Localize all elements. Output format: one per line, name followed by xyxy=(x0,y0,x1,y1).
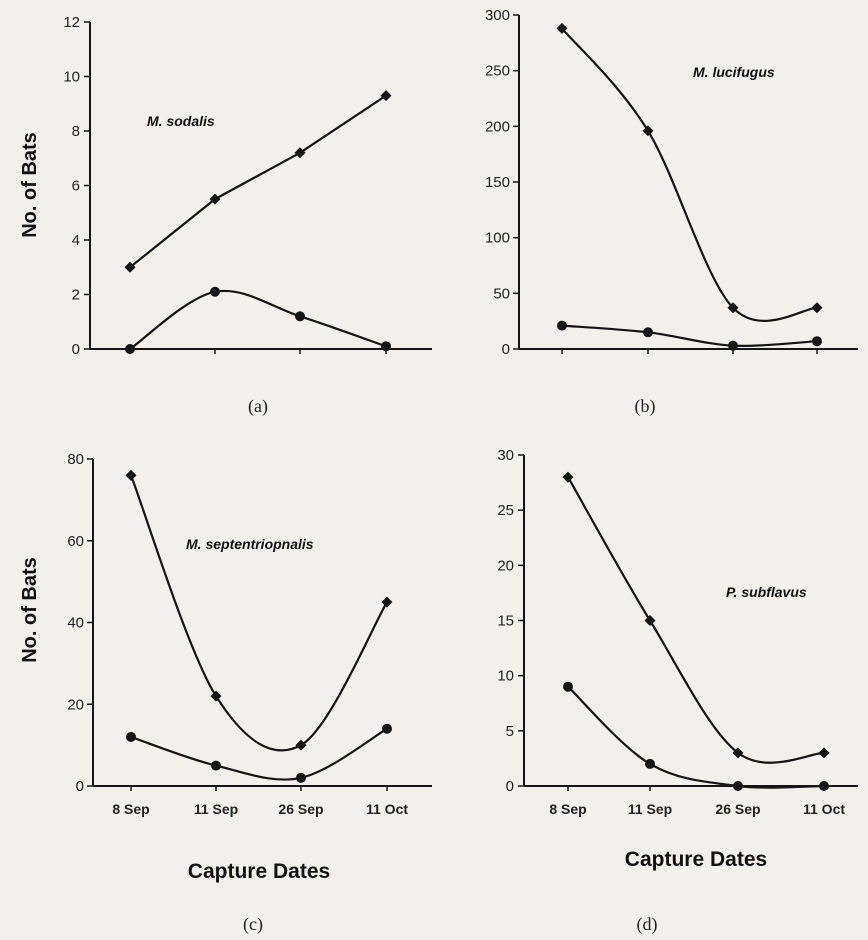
species-annotation: M. septentriopnalis xyxy=(186,536,314,552)
y-tick-label: 50 xyxy=(493,285,510,302)
x-tick-label: 8 Sep xyxy=(112,801,149,817)
diamond-marker xyxy=(380,90,392,102)
diamond-marker xyxy=(811,302,823,314)
y-tick-label: 5 xyxy=(506,723,514,740)
y-tick-label: 60 xyxy=(67,533,84,550)
species-annotation: M. sodalis xyxy=(147,113,215,129)
panel-label: (c) xyxy=(243,914,263,935)
series-line-1 xyxy=(129,94,387,269)
series-line-1 xyxy=(129,475,388,752)
circle-marker xyxy=(733,781,743,791)
x-tick-label: 8 Sep xyxy=(549,801,586,817)
diamond-marker xyxy=(295,739,307,751)
y-tick-label: 40 xyxy=(67,615,84,632)
x-tick-label: 11 Oct xyxy=(366,801,408,817)
circle-marker xyxy=(563,681,573,692)
x-axis-label: Capture Dates xyxy=(625,848,767,871)
species-annotation: P. subflavus xyxy=(726,584,807,600)
circle-marker xyxy=(645,758,655,769)
circle-marker xyxy=(557,320,567,331)
x-tick-label: 26 Sep xyxy=(278,801,323,817)
circle-marker xyxy=(210,286,220,297)
series-line-1 xyxy=(561,27,818,322)
series-line-1 xyxy=(567,476,825,764)
y-tick-label: 25 xyxy=(497,502,514,519)
series-line-2 xyxy=(129,289,387,350)
y-tick-label: 30 xyxy=(497,447,514,464)
x-tick-label: 26 Sep xyxy=(715,801,760,817)
x-tick-label: 11 Sep xyxy=(628,801,672,817)
y-tick-label: 10 xyxy=(497,668,514,685)
circle-marker xyxy=(812,336,822,347)
chart-panel-2: 0 50 100 150 200 250 300 M. lucifugus (b) xyxy=(485,7,858,417)
species-annotation: M. lucifugus xyxy=(693,64,775,80)
circle-marker xyxy=(643,327,653,338)
diamond-marker xyxy=(818,747,830,759)
chart-panel-1: 0 2 4 6 8 10 12 M. sodalis No. of Bats (a) xyxy=(19,14,432,417)
diamond-marker xyxy=(209,193,221,205)
y-tick-label: 20 xyxy=(67,696,84,713)
y-axis-label: No. of Bats xyxy=(19,557,41,663)
panel-label: (d) xyxy=(637,914,658,935)
diamond-marker xyxy=(644,615,656,626)
diamond-marker xyxy=(732,747,744,759)
y-tick-label: 12 xyxy=(63,14,80,31)
diamond-marker xyxy=(124,261,136,273)
diamond-marker xyxy=(294,147,306,159)
y-tick-label: 0 xyxy=(72,341,80,358)
circle-marker xyxy=(125,344,135,354)
x-tick-label: 11 Oct xyxy=(803,801,845,817)
y-tick-label: 0 xyxy=(506,778,514,795)
circle-marker xyxy=(382,723,392,734)
y-tick-label: 20 xyxy=(497,557,514,574)
circle-marker xyxy=(211,760,221,771)
y-tick-label: 2 xyxy=(72,287,80,304)
y-tick-label: 300 xyxy=(485,7,510,24)
y-tick-label: 0 xyxy=(502,341,510,358)
chart-panel-4: 0 5 10 15 20 25 30 8 Sep 11 Sep 26 Sep 11 Oct P. su… xyxy=(497,447,858,935)
diamond-marker xyxy=(562,471,574,483)
y-tick-label: 100 xyxy=(485,230,510,247)
y-tick-label: 10 xyxy=(63,69,80,86)
diamond-marker xyxy=(210,690,222,702)
y-tick-label: 4 xyxy=(72,232,80,249)
y-tick-label: 8 xyxy=(72,123,80,140)
circle-marker xyxy=(381,341,391,352)
series-line-2 xyxy=(567,685,825,789)
y-tick-label: 250 xyxy=(485,63,510,80)
x-axis-label: Capture Dates xyxy=(188,860,330,883)
y-tick-label: 200 xyxy=(485,118,510,135)
circle-marker xyxy=(819,781,829,791)
diamond-marker xyxy=(125,469,137,481)
diamond-marker xyxy=(642,125,654,137)
x-tick-label: 11 Sep xyxy=(194,801,238,817)
panel-label: (a) xyxy=(248,396,268,417)
y-tick-label: 15 xyxy=(497,613,514,630)
circle-marker xyxy=(296,772,306,783)
chart-panel-3: 0 20 40 60 80 8 Sep 11 Sep 26 Sep 11 Oct M. septe… xyxy=(19,451,432,935)
y-tick-label: 150 xyxy=(485,174,510,191)
y-tick-label: 0 xyxy=(76,778,84,795)
series-line-2 xyxy=(561,324,818,348)
y-axis-label: No. of Bats xyxy=(19,132,41,238)
y-tick-label: 6 xyxy=(72,178,80,195)
series-line-2 xyxy=(130,727,388,781)
diamond-marker xyxy=(556,22,568,34)
diamond-marker xyxy=(727,302,739,314)
circle-marker xyxy=(295,311,305,322)
diamond-marker xyxy=(381,596,393,608)
circle-marker xyxy=(126,731,136,742)
circle-marker xyxy=(728,340,738,351)
panel-label: (b) xyxy=(635,396,656,417)
y-tick-label: 80 xyxy=(67,451,84,468)
